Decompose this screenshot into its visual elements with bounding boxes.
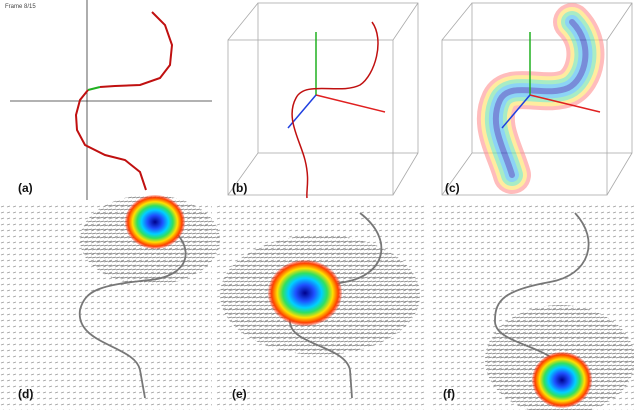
cube-edge (258, 3, 418, 153)
panel-label: (a) (18, 181, 33, 195)
cube-edge (228, 40, 393, 195)
page: Frame 8/15 (a) (b) (c) ( (0, 0, 634, 410)
panel-label: (f) (443, 387, 455, 401)
heat-blob (268, 260, 342, 326)
heat-blob (125, 195, 185, 249)
curve (100, 12, 172, 87)
curve-segment (88, 87, 100, 90)
heat-blob (532, 352, 592, 408)
panel-a: Frame 8/15 (a) (5, 0, 212, 200)
curve (292, 22, 378, 198)
panel-label: (c) (445, 181, 460, 195)
panel-label: (b) (232, 181, 247, 195)
frame-label: Frame 8/15 (5, 4, 36, 10)
panel-f: (f) (430, 205, 634, 410)
panel-b: (b) (228, 3, 418, 198)
panel-d: (d) (0, 195, 220, 410)
panel-e: (e) (215, 205, 425, 410)
panel-label: (e) (232, 387, 247, 401)
curve (76, 90, 146, 190)
figure: Frame 8/15 (a) (b) (c) ( (0, 0, 634, 410)
cube-edge (228, 3, 418, 195)
panel-label: (d) (18, 387, 33, 401)
axis-x (316, 95, 385, 112)
panel-c: (c) (442, 3, 632, 195)
tube (496, 22, 586, 175)
